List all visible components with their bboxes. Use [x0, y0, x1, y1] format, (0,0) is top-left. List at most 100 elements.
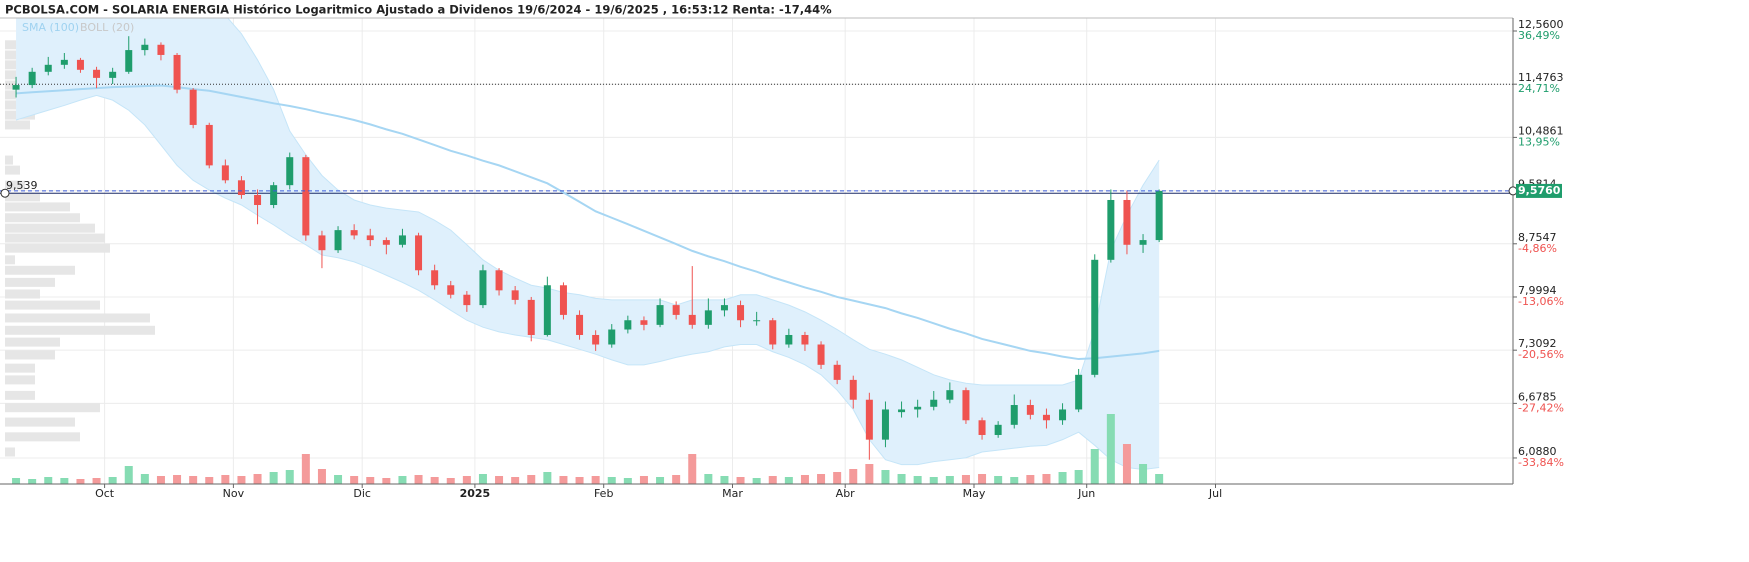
- candle-body: [125, 50, 133, 72]
- candle-body: [205, 124, 213, 166]
- candle-body: [1026, 405, 1034, 415]
- volume-bar: [398, 476, 407, 484]
- bollinger-upper: [227, 18, 1160, 386]
- candle-body: [44, 64, 52, 72]
- candle-body: [463, 294, 471, 306]
- volume-bar: [961, 475, 970, 484]
- volume-bar: [849, 469, 858, 484]
- candle-body: [173, 54, 181, 90]
- volume-bar: [768, 476, 777, 484]
- volume-bar: [639, 476, 648, 484]
- x-tick-label: Jun: [1077, 487, 1095, 500]
- volume-bar: [124, 466, 133, 484]
- volume-bar: [575, 477, 584, 484]
- volume-bar: [237, 476, 246, 484]
- volume-bar: [978, 474, 987, 484]
- volume-bar: [478, 474, 487, 484]
- x-tick-label: Oct: [95, 487, 115, 500]
- legend-sma: SMA (100): [22, 21, 79, 34]
- x-tick-label: 2025: [460, 487, 491, 500]
- volume-profile-bar: [5, 243, 110, 253]
- y-tick-pct-label: -27,42%: [1518, 401, 1564, 414]
- candle-body: [720, 305, 728, 311]
- candle-body: [495, 270, 503, 291]
- y-tick-label: 7,3092: [1518, 337, 1557, 350]
- volume-bar: [301, 454, 310, 484]
- candle-body: [398, 235, 406, 245]
- volume-bar: [865, 464, 874, 484]
- candle-body: [382, 240, 390, 245]
- candle-body: [1075, 374, 1083, 410]
- candle-body: [608, 329, 616, 345]
- candle-body: [1091, 259, 1099, 375]
- candle-body: [946, 390, 954, 400]
- candle-body: [415, 235, 423, 271]
- candle-body: [366, 235, 374, 241]
- last-price-label: 9,5760: [1518, 184, 1561, 197]
- volume-bar: [543, 472, 552, 484]
- candle-body: [769, 320, 777, 345]
- volume-bar: [688, 454, 697, 484]
- volume-profile-bar: [5, 417, 75, 427]
- volume-bar: [591, 476, 600, 484]
- volume-bar: [285, 470, 294, 484]
- candle-body: [28, 71, 36, 86]
- volume-bar: [317, 469, 326, 484]
- candle-body: [1010, 405, 1018, 425]
- candle-body: [785, 334, 793, 345]
- x-tick-label: Jul: [1208, 487, 1222, 500]
- volume-bar: [253, 474, 262, 484]
- volume-bar: [784, 477, 793, 484]
- candle-body: [237, 180, 245, 196]
- x-tick-label: May: [963, 487, 986, 500]
- candle-body: [962, 390, 970, 421]
- candle-body: [93, 69, 101, 78]
- y-tick-label: 12,5600: [1518, 18, 1564, 31]
- volume-bar: [623, 478, 632, 484]
- volume-profile-bar: [5, 255, 15, 265]
- volume-profile-bar: [5, 432, 80, 442]
- volume-bar: [189, 476, 198, 484]
- x-tick-label: Mar: [722, 487, 743, 500]
- y-tick-pct-label: -4,86%: [1518, 242, 1557, 255]
- candle-body: [1155, 190, 1163, 241]
- volume-bar: [76, 479, 85, 484]
- y-tick-pct-label: -20,56%: [1518, 348, 1564, 361]
- candle-body: [1107, 199, 1115, 260]
- volume-profile-bar: [5, 325, 155, 335]
- volume-bar: [994, 476, 1003, 484]
- candle-body: [334, 230, 342, 251]
- candle-body: [1123, 199, 1131, 245]
- legend-boll: BOLL (20): [80, 21, 134, 34]
- candle-body: [76, 59, 84, 70]
- x-tick-label: Feb: [594, 487, 613, 500]
- candle-body: [350, 230, 358, 236]
- candle-body: [318, 235, 326, 251]
- candle-body: [479, 270, 487, 306]
- candle-body: [141, 44, 149, 51]
- chart-title: PCBOLSA.COM - SOLARIA ENERGIA Histórico …: [5, 3, 832, 17]
- volume-bar: [12, 478, 21, 484]
- candle-body: [1042, 414, 1050, 421]
- volume-bar: [1042, 474, 1051, 484]
- volume-bar: [817, 474, 826, 484]
- x-tick-label: Abr: [836, 487, 856, 500]
- candle-body: [511, 290, 519, 300]
- volume-bar: [945, 476, 954, 484]
- volume-bar: [913, 476, 922, 484]
- volume-profile-bar: [5, 180, 25, 190]
- candle-body: [801, 334, 809, 345]
- volume-bar: [559, 476, 568, 484]
- bollinger-band: [16, 18, 1160, 470]
- candle-body: [994, 424, 1002, 435]
- base-price-label: 9,539: [6, 179, 38, 192]
- volume-profile-bar: [5, 277, 55, 287]
- volume-bar: [720, 476, 729, 484]
- volume-bar: [92, 478, 101, 484]
- volume-profile-bar: [5, 390, 35, 400]
- candle-body: [624, 320, 632, 330]
- volume-bar: [1026, 475, 1035, 484]
- volume-profile-bar: [5, 165, 20, 175]
- candle-body: [60, 59, 68, 65]
